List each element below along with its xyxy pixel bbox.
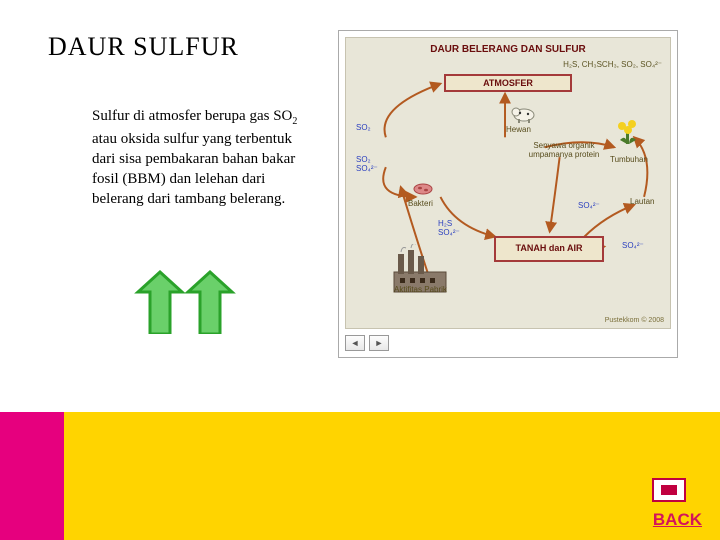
diagram-box-tanah: TANAH dan AIR — [494, 236, 604, 262]
para-post: atau oksida sulfur yang terbentuk dari s… — [92, 131, 295, 208]
bacteria-icon — [410, 180, 436, 198]
diagram-formula-right1: SO₄²⁻ — [578, 202, 600, 211]
flower-icon — [612, 116, 644, 146]
diagram-next-button[interactable]: ► — [369, 335, 389, 351]
footer-yellow: BACK — [64, 412, 720, 540]
page-title: DAUR SULFUR — [48, 32, 239, 62]
diagram-prev-button[interactable]: ◄ — [345, 335, 365, 351]
diagram-formula-left1: SO₂ — [356, 124, 371, 133]
diagram-credit: Pustekkom © 2008 — [605, 317, 664, 324]
back-link[interactable]: BACK — [653, 510, 702, 530]
footer-band: BACK — [0, 412, 720, 540]
para-sub: 2 — [292, 116, 297, 127]
diagram-formula-right2: SO₄²⁻ — [622, 242, 644, 251]
diagram-formula-mid: H₂S SO₄²⁻ — [438, 220, 460, 238]
diagram-toolbar: ◄ ► — [345, 335, 389, 351]
body-paragraph: Sulfur di atmosfer berupa gas SO2 atau o… — [92, 106, 302, 210]
diagram-label-lautan: Lautan — [630, 198, 654, 207]
green-arrow-pair-icon — [128, 270, 248, 334]
para-pre: Sulfur di atmosfer berupa gas SO — [92, 108, 292, 124]
diagram-label-hewan: Hewan — [506, 126, 531, 135]
diagram-label-tumbuhan: Tumbuhan — [610, 156, 648, 165]
footer-pink — [0, 412, 64, 540]
cow-icon — [508, 102, 538, 124]
diagram-canvas: DAUR BELERANG DAN SULFUR H₂S, CH₃SCH₃, S… — [345, 37, 671, 329]
diagram-label-bakteri: Bakteri — [408, 200, 433, 209]
diagram-frame: DAUR BELERANG DAN SULFUR H₂S, CH₃SCH₃, S… — [338, 30, 678, 358]
diagram-label-aktifitas: Aktifitas Pabrik — [394, 286, 447, 295]
back-icon[interactable] — [652, 478, 686, 502]
diagram-label-senyawa: Senyawa organik umpamanya protein — [514, 142, 614, 160]
diagram-box-atmosfer: ATMOSFER — [444, 74, 572, 92]
diagram-formula-left2: SO₂ SO₄²⁻ — [356, 156, 378, 174]
